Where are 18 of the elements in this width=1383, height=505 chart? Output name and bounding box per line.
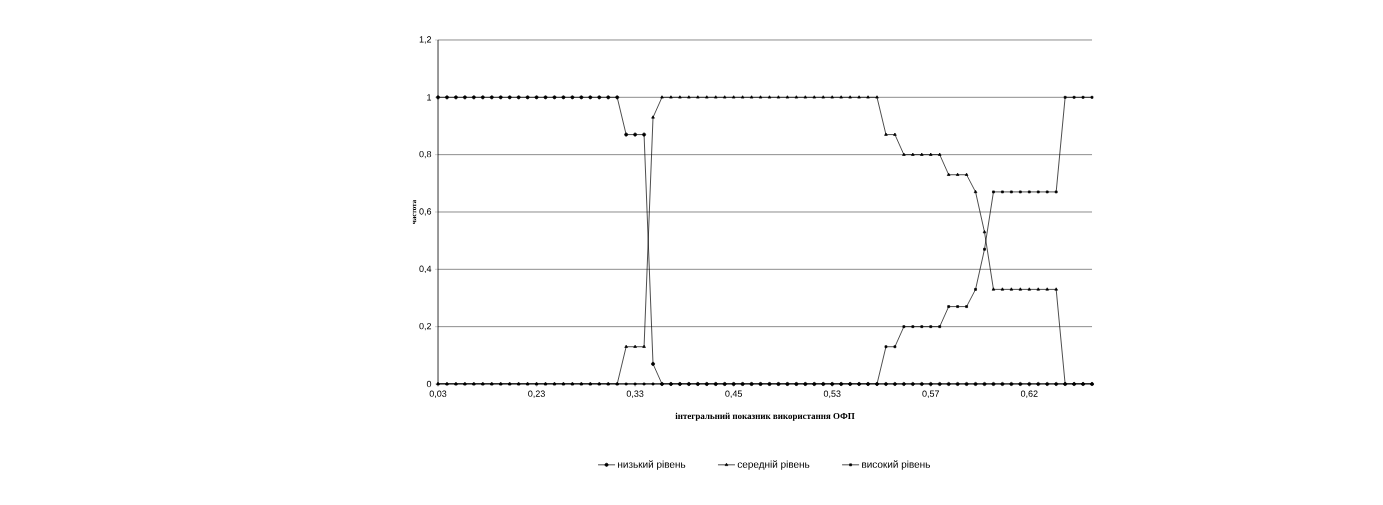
y-tick-label: 0,2 [419, 322, 432, 331]
x-tick-label: 0,03 [429, 390, 447, 398]
y-tick-label: 0,6 [419, 208, 432, 216]
y-tick-label: 1 [427, 94, 432, 101]
x-tick-label: 0,62 [1020, 390, 1038, 398]
x-tick-label: 0,45 [725, 390, 743, 398]
x-tick-label: 0,23 [528, 390, 545, 398]
x-tick-label: 0,53 [823, 390, 841, 398]
x-tick-label: 0,33 [626, 390, 644, 398]
y-tick-label: 0 [426, 380, 432, 388]
x-axis-title: інтегральний показник використання ОФП [675, 412, 855, 421]
legend-label: низький рівень [618, 460, 686, 470]
legend-label: середній рівень [737, 460, 810, 470]
y-tick-label: 0,4 [419, 265, 432, 274]
y-tick-label: 1,2 [419, 36, 432, 44]
y-tick-label: 0,8 [419, 150, 432, 159]
legend-label: високий рівень [862, 460, 930, 470]
x-tick-label: 0,57 [922, 390, 940, 398]
